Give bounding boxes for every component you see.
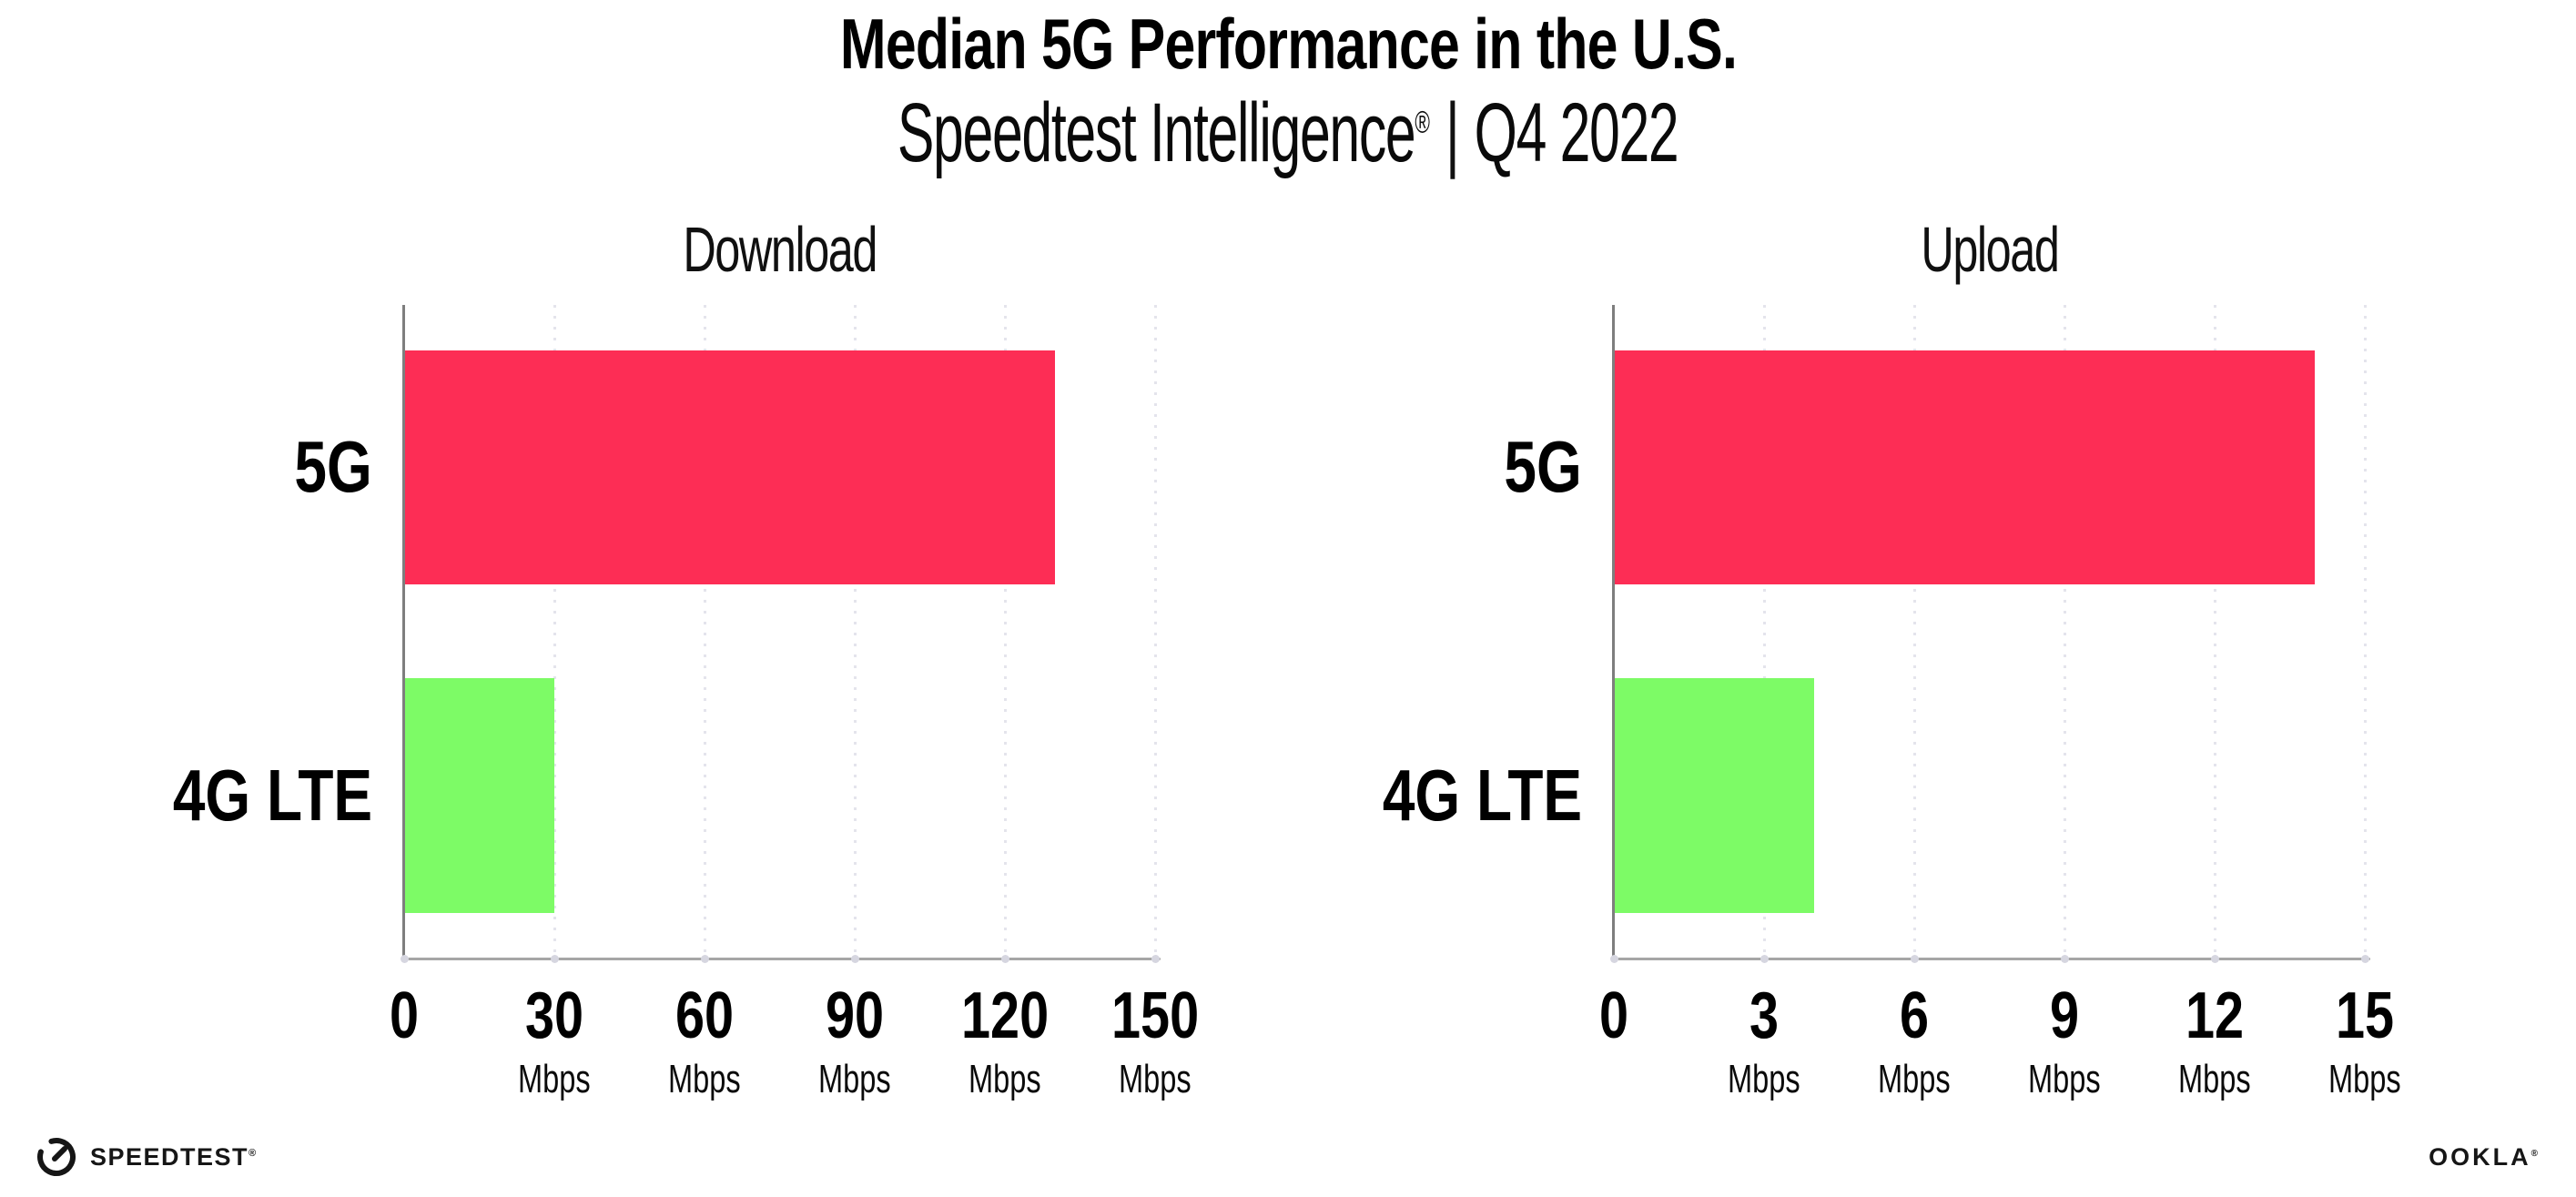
axis-tick-dot xyxy=(701,955,709,963)
y-axis-label: 5G xyxy=(294,426,372,507)
upload-chart: Upload 5G 4G LTE 0 3 Mbps 6 Mbps 9 Mbps 12 Mbps 15… xyxy=(1383,218,2401,1100)
x-tick-unit: Mbps xyxy=(518,1057,591,1101)
x-tick-unit: Mbps xyxy=(2328,1057,2401,1101)
gridline xyxy=(1154,305,1157,959)
y-axis-label: 5G xyxy=(1504,426,1582,507)
bar-4g-lte xyxy=(404,678,554,913)
y-axis-line xyxy=(1612,305,1615,960)
x-tick-number: 150 xyxy=(1111,979,1200,1052)
y-axis-label: 4G LTE xyxy=(1382,755,1582,836)
x-tick-unit: Mbps xyxy=(969,1057,1041,1101)
subtitle-separator: | xyxy=(1445,86,1460,179)
x-axis-line xyxy=(1611,958,2370,960)
ookla-trademark-symbol: ® xyxy=(2530,1149,2538,1159)
x-tick-number: 0 xyxy=(389,979,420,1052)
x-tick-unit: Mbps xyxy=(1119,1057,1192,1101)
axis-tick-dot xyxy=(2211,955,2219,963)
y-axis-label: 4G LTE xyxy=(172,755,372,836)
gridline xyxy=(1763,305,1766,959)
speedtest-wordmark: SPEEDTEST® xyxy=(90,1142,257,1171)
x-tick-unit: Mbps xyxy=(668,1057,741,1101)
axis-tick-dot xyxy=(1760,955,1769,963)
x-tick-unit: Mbps xyxy=(2178,1057,2251,1101)
x-tick-number: 0 xyxy=(1598,979,1629,1052)
x-tick-number: 90 xyxy=(825,979,885,1052)
axis-tick-dot xyxy=(2361,955,2369,963)
x-tick-number: 30 xyxy=(524,979,584,1052)
x-tick: 3 Mbps xyxy=(1646,983,1882,1100)
x-tick: 0 xyxy=(286,983,522,1049)
gridline xyxy=(1913,305,1916,959)
download-plot-area xyxy=(401,305,1161,963)
x-tick-unit: Mbps xyxy=(2028,1057,2101,1101)
x-axis-line xyxy=(401,958,1161,960)
x-tick-number: 9 xyxy=(2049,979,2080,1052)
x-tick: 6 Mbps xyxy=(1796,983,2033,1100)
bar-5g xyxy=(404,350,1055,584)
x-tick-unit: Mbps xyxy=(818,1057,891,1101)
speedtest-gauge-icon xyxy=(37,1138,76,1176)
gridline xyxy=(1004,305,1007,959)
speedtest-trademark-symbol: ® xyxy=(248,1147,257,1159)
x-tick: 9 Mbps xyxy=(1946,983,2183,1100)
x-tick: 120 Mbps xyxy=(887,983,1123,1100)
x-tick: 12 Mbps xyxy=(2096,983,2333,1100)
gridline xyxy=(704,305,706,959)
x-tick: 0 xyxy=(1496,983,1732,1049)
bar-5g xyxy=(1614,350,2315,584)
x-tick-number: 60 xyxy=(674,979,735,1052)
registered-mark: ® xyxy=(1415,105,1431,140)
axis-tick-dot xyxy=(1151,955,1160,963)
x-tick-number: 15 xyxy=(2335,979,2395,1052)
download-chart-title: Download xyxy=(683,214,877,285)
download-chart: Download 5G 4G LTE 0 30 Mbps 60 Mbps 90 Mbps 120… xyxy=(173,218,1199,1100)
x-tick-number: 3 xyxy=(1749,979,1780,1052)
axis-tick-dot xyxy=(1001,955,1009,963)
gridline xyxy=(2364,305,2367,959)
page-title-text: Median 5G Performance in the U.S. xyxy=(839,4,1737,84)
x-tick: 15 Mbps xyxy=(2246,983,2483,1100)
upload-plot-area xyxy=(1610,305,2370,963)
axis-tick-dot xyxy=(401,955,409,963)
axis-tick-dot xyxy=(551,955,559,963)
axis-tick-dot xyxy=(1911,955,1919,963)
page-title: Median 5G Performance in the U.S. xyxy=(0,5,2576,84)
upload-chart-title: Upload xyxy=(1920,214,2060,285)
axis-tick-dot xyxy=(851,955,859,963)
x-tick: 30 Mbps xyxy=(436,983,673,1100)
bar-4g-lte xyxy=(1614,678,1814,913)
page-subtitle-text: Speedtest Intelligence® | Q4 2022 xyxy=(898,86,1679,179)
x-tick-unit: Mbps xyxy=(1878,1057,1951,1101)
x-tick: 60 Mbps xyxy=(586,983,823,1100)
speedtest-logo: SPEEDTEST® xyxy=(35,1135,256,1179)
gridline xyxy=(553,305,556,959)
gridline xyxy=(2214,305,2216,959)
gridline xyxy=(854,305,857,959)
y-axis-line xyxy=(402,305,405,960)
x-tick-number: 6 xyxy=(1899,979,1930,1052)
axis-tick-dot xyxy=(2061,955,2069,963)
ookla-wordmark: OOKLA xyxy=(2429,1143,2531,1171)
axis-tick-dot xyxy=(1610,955,1618,963)
x-tick-number: 12 xyxy=(2185,979,2245,1052)
x-tick-number: 120 xyxy=(960,979,1050,1052)
x-tick: 150 Mbps xyxy=(1037,983,1273,1100)
subtitle-period: Q4 2022 xyxy=(1475,86,1679,179)
x-tick-unit: Mbps xyxy=(1728,1057,1800,1101)
x-tick: 90 Mbps xyxy=(736,983,973,1100)
gridline xyxy=(2064,305,2066,959)
subtitle-brand: Speedtest Intelligence xyxy=(898,86,1416,179)
page-subtitle: Speedtest Intelligence® | Q4 2022 xyxy=(0,86,2576,179)
ookla-logo: OOKLA® xyxy=(2429,1143,2538,1172)
